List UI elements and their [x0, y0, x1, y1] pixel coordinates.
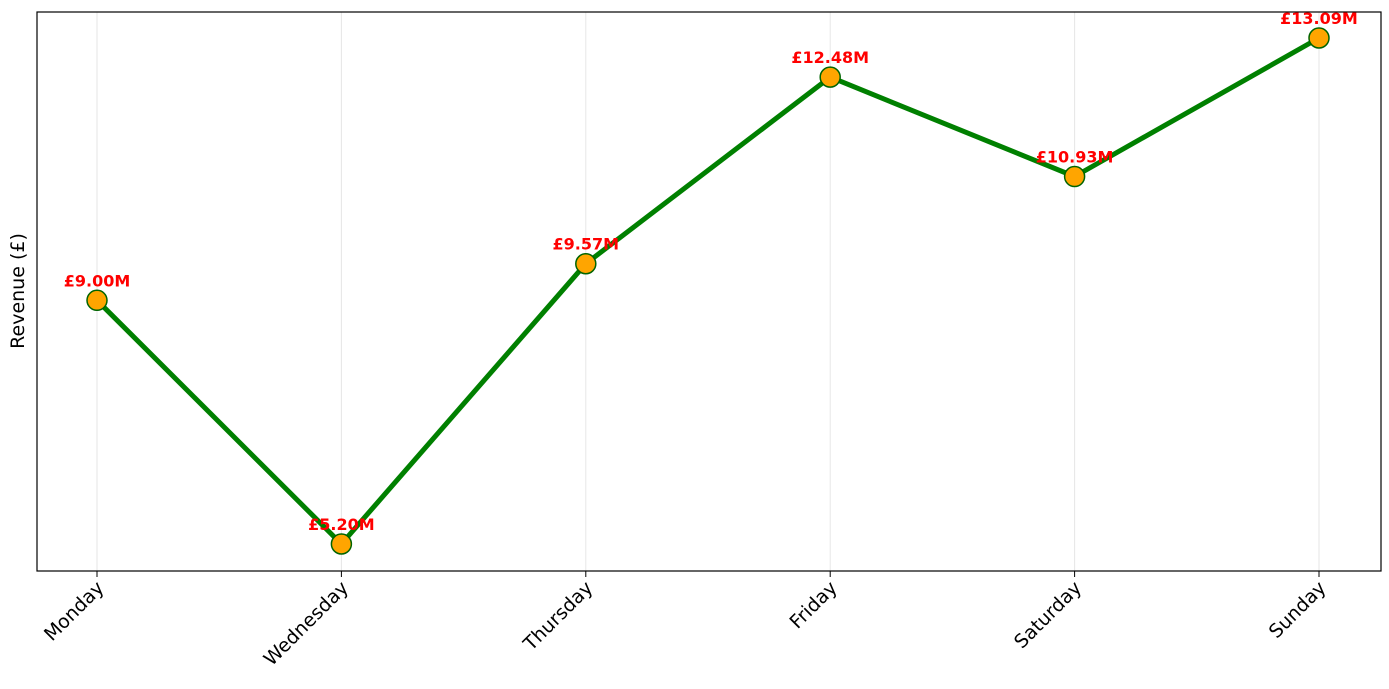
x-tick-label-monday: Monday	[40, 577, 109, 646]
x-tick-label-friday: Friday	[785, 577, 841, 633]
data-point-monday	[86, 289, 108, 312]
grid-lines	[96, 12, 1320, 571]
data-label-sunday: £13.09M	[1280, 9, 1358, 28]
x-tick-label-wednesday: Wednesday	[260, 577, 353, 670]
x-tick-label-thursday: Thursday	[519, 577, 598, 656]
data-label-friday: £12.48M	[791, 48, 869, 67]
x-tick-label-saturday: Saturday	[1010, 577, 1086, 653]
data-label-saturday: £10.93M	[1036, 148, 1114, 167]
data-label-wednesday: £5.20M	[308, 515, 375, 534]
data-label-monday: £9.00M	[64, 271, 131, 290]
data-points	[86, 27, 1330, 555]
x-ticks: Monday Wednesday Thursday Friday Saturday Sun…	[40, 571, 1331, 670]
data-point-saturday	[1063, 165, 1086, 188]
series-line	[95, 35, 1321, 547]
data-point-wednesday	[330, 533, 353, 555]
data-labels: £9.00M £5.20M £9.57M £12.48M £10.93M £13.09M	[64, 9, 1358, 534]
data-label-thursday: £9.57M	[553, 235, 620, 254]
x-tick-label-sunday: Sunday	[1265, 577, 1331, 643]
data-point-thursday	[575, 252, 597, 275]
data-point-sunday	[1308, 27, 1330, 49]
data-point-friday	[819, 66, 841, 88]
plot-frame	[36, 11, 1382, 572]
y-axis-label: Revenue (£)	[7, 233, 29, 349]
